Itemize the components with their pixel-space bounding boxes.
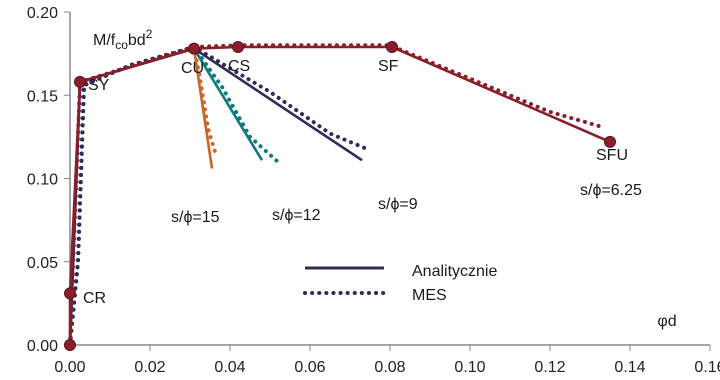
series-analytic-line (68, 47, 363, 346)
x-tick-label: 0.06 (294, 359, 325, 376)
key-point-marker (604, 135, 616, 148)
y-tick-label: 0.20 (27, 5, 58, 22)
x-tick-label: 0.04 (214, 359, 245, 376)
series-label: s/ϕ=15 (171, 209, 220, 226)
key-point-marker (64, 287, 76, 300)
y-axis-label: M/fcobd2 (93, 27, 153, 52)
y-tick-label: 0.00 (27, 338, 58, 355)
key-point-label: SY (88, 77, 110, 94)
x-axis-label: φd (657, 313, 676, 330)
x-tick-label: 0.00 (54, 359, 85, 376)
series-label: s/ϕ=9 (378, 196, 418, 213)
series-label: s/ϕ=12 (272, 207, 321, 224)
key-point-marker (64, 339, 76, 351)
x-tick-label: 0.08 (374, 359, 405, 376)
key-point-label: CS (228, 58, 250, 75)
x-tick-label: 0.12 (534, 359, 565, 376)
series-mes-line (68, 43, 604, 347)
key-point-label: SFU (596, 147, 628, 164)
key-point-marker (386, 40, 398, 53)
x-tick-label: 0.16 (694, 359, 720, 376)
x-tick-label: 0.02 (134, 359, 165, 376)
legend-analytic-label: Analitycznie (412, 263, 497, 280)
key-point-marker (74, 75, 86, 88)
series-label: s/ϕ=6.25 (580, 182, 642, 199)
key-point-marker (188, 42, 200, 55)
x-tick-label: 0.10 (454, 359, 485, 376)
x-tick-label: 0.14 (614, 359, 645, 376)
y-tick-label: 0.10 (27, 172, 58, 189)
key-point-label: SF (378, 58, 399, 75)
key-point-marker (232, 40, 244, 53)
legend-mes-label: MES (412, 287, 447, 304)
series-analytic-line (68, 45, 611, 345)
key-point-label: CU (181, 60, 204, 77)
y-tick-label: 0.15 (27, 88, 58, 105)
key-point-label: CR (83, 290, 106, 307)
series-mes-line (68, 44, 372, 347)
y-tick-label: 0.05 (27, 255, 58, 272)
